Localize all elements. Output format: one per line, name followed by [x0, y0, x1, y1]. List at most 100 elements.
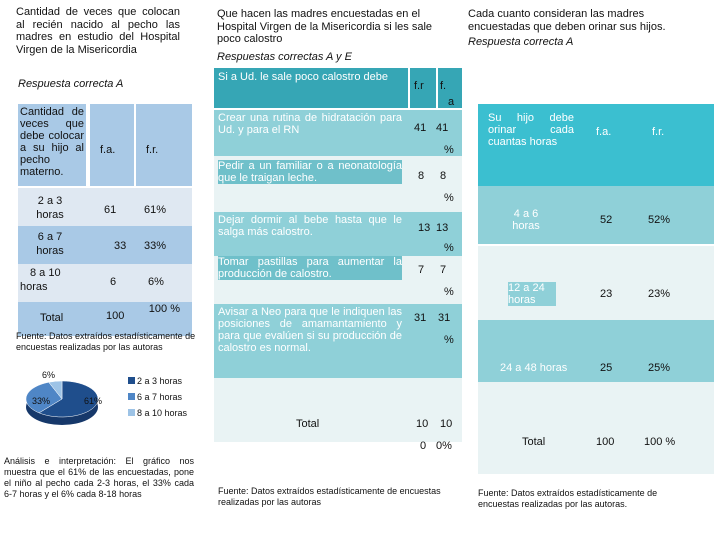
- t3-row-fr: 52%: [648, 214, 671, 226]
- t1-row-fr: 33%: [144, 240, 167, 252]
- t1-total-fa: 100: [106, 310, 125, 322]
- t2-total-bg: [214, 378, 462, 442]
- t2-row-label: Crear una rutina de hidratación para Ud.…: [218, 112, 402, 136]
- t1-total-bg: [18, 302, 192, 336]
- t2-row-label: Tomar pastillas para aumentar la producc…: [218, 256, 402, 280]
- legend-swatch: [128, 409, 135, 416]
- t3-total-fr: 100 %: [644, 436, 676, 448]
- t2-row-pct: %: [444, 144, 454, 156]
- t1-total-fr: 100 %: [148, 303, 180, 315]
- t2-total-fa-b: 0%: [436, 440, 452, 452]
- col1-source: Fuente: Datos extraídos estadísticamente…: [16, 331, 196, 352]
- t1-row-label: 2 a 3 horas: [36, 195, 64, 221]
- t2-row-pct: %: [444, 286, 454, 298]
- t3-row-fa: 23: [600, 288, 613, 300]
- t2-header-fr-bg: [410, 68, 436, 108]
- col3-source: Fuente: Datos extraídos estadísticamente…: [478, 488, 658, 509]
- t3-row-bg: [478, 320, 714, 382]
- t3-total-fa: 100: [596, 436, 615, 448]
- t2-header-fa-tail: a: [448, 96, 455, 108]
- t2-row-fr: 31: [414, 312, 427, 324]
- t2-total-label: Total: [296, 418, 320, 430]
- t1-row-bg: [18, 264, 192, 302]
- t3-row-label: 12 a 24 horas: [508, 282, 556, 306]
- t1-row-fa: 61: [104, 204, 117, 216]
- pie-slice-2: [25, 381, 63, 414]
- t2-row-fr: 41: [414, 122, 427, 134]
- col1-answer: Respuesta correcta A: [18, 78, 124, 90]
- t2-total-fa-a: 10: [440, 418, 453, 430]
- t3-header-bg: [478, 104, 714, 186]
- t3-row-fr: 23%: [648, 288, 671, 300]
- t1-row-fr: 6%: [148, 276, 164, 288]
- pie-slice-1: [38, 380, 99, 418]
- legend-label: 8 a 10 horas: [137, 408, 188, 418]
- t3-header-fa: f.a.: [596, 126, 612, 138]
- t2-row-fa: 8: [440, 170, 447, 182]
- t3-row-bg: [478, 186, 714, 244]
- t2-total-fr-a: 10: [416, 418, 429, 430]
- t2-row-bg: [214, 212, 462, 256]
- t1-total-label: Total: [40, 312, 64, 324]
- pie-data-label: 6%: [42, 370, 55, 380]
- t1-header-label: Cantidad de veces que debe colocar a su …: [18, 104, 86, 186]
- t2-row-label: Pedir a un familiar o a neonatología que…: [218, 160, 402, 184]
- t2-header-fa: f.: [440, 80, 447, 92]
- col3-table: Su hijo debe orinar cada cuantas horas f…: [478, 104, 714, 474]
- t2-row-fa: 31: [438, 312, 451, 324]
- col2-answer: Respuestas correctas A y E: [217, 51, 352, 63]
- t2-row-fa: 41: [436, 122, 449, 134]
- col1-table: Cantidad de veces que debe colocar a su …: [18, 104, 192, 336]
- t2-row-bg: [214, 304, 462, 378]
- t2-header-fa-bg: [438, 68, 462, 108]
- pie-slice-3: [48, 380, 63, 400]
- t1-header-fr: f.r.: [146, 144, 159, 156]
- t1-row-fr: 61%: [144, 204, 167, 216]
- t2-row-label: Avisar a Neo para que le indiquen las po…: [218, 306, 402, 354]
- t2-total-fr-b: 0: [420, 440, 427, 452]
- legend-swatch: [128, 393, 135, 400]
- t1-header-fa-bg: [90, 104, 134, 186]
- t1-row-bg: [18, 188, 192, 226]
- t3-total-label: Total: [522, 436, 546, 448]
- t3-row-label: 4 a 6 horas: [512, 208, 540, 232]
- col3-intro: Cada cuanto consideran las madres encues…: [468, 8, 666, 33]
- t2-row-pct: %: [444, 242, 454, 254]
- t2-row-pct: %: [444, 192, 454, 204]
- t2-row-fr: 13: [418, 222, 431, 234]
- t2-row-fa: 7: [440, 264, 447, 276]
- col1-analysis: Análisis e interpretación: El gráfico no…: [4, 456, 194, 499]
- t3-header-fr: f.r.: [652, 126, 665, 138]
- t1-header-fr-bg: [136, 104, 192, 186]
- legend-swatch: [128, 377, 135, 384]
- t2-header-fr: f.r: [414, 80, 424, 92]
- t2-row-fa: 13: [436, 222, 449, 234]
- col2-intro: Que hacen las madres encuestadas en el H…: [217, 8, 433, 45]
- legend-label: 2 a 3 horas: [137, 376, 183, 386]
- t3-row-label: 24 a 48 horas: [500, 362, 568, 374]
- pie-data-label: 33%: [32, 396, 50, 406]
- t2-row-label: Dejar dormir al bebe hasta que le salga …: [218, 214, 402, 238]
- col1-intro: Cantidad de veces que colocan al recién …: [16, 6, 180, 56]
- t1-row-label: 6 a 7 horas: [36, 231, 64, 257]
- col3-answer: Respuesta correcta A: [468, 36, 574, 48]
- t3-row-fa: 25: [600, 362, 613, 374]
- col2-source: Fuente: Datos extraídos estadísticamente…: [218, 486, 441, 507]
- pie-chart: 61% 33% 6% 2 a 3 horas 6 a 7 horas 8 a 10 ho…: [25, 370, 188, 425]
- t1-row-fa: 6: [110, 276, 117, 288]
- t2-row-fr: 8: [418, 170, 425, 182]
- t3-row-fa: 52: [600, 214, 613, 226]
- t1-header-fa: f.a.: [100, 144, 116, 156]
- t1-row-label: 8 a 10 horas: [20, 267, 61, 293]
- t2-header-label: Si a Ud. le sale poco calostro debe: [214, 68, 408, 108]
- t2-row-pct: %: [444, 334, 454, 346]
- t3-header-label: Su hijo debe orinar cada cuantas horas: [488, 112, 574, 148]
- pie-data-label: 61%: [84, 396, 102, 406]
- t3-row-fr: 25%: [648, 362, 671, 374]
- t1-row-fa: 33: [114, 240, 127, 252]
- legend-label: 6 a 7 horas: [137, 392, 183, 402]
- col2-table: Si a Ud. le sale poco calostro debe f.r …: [214, 68, 462, 452]
- t1-row-bg: [18, 226, 192, 264]
- t2-row-bg: [214, 110, 462, 156]
- t2-row-fr: 7: [418, 264, 425, 276]
